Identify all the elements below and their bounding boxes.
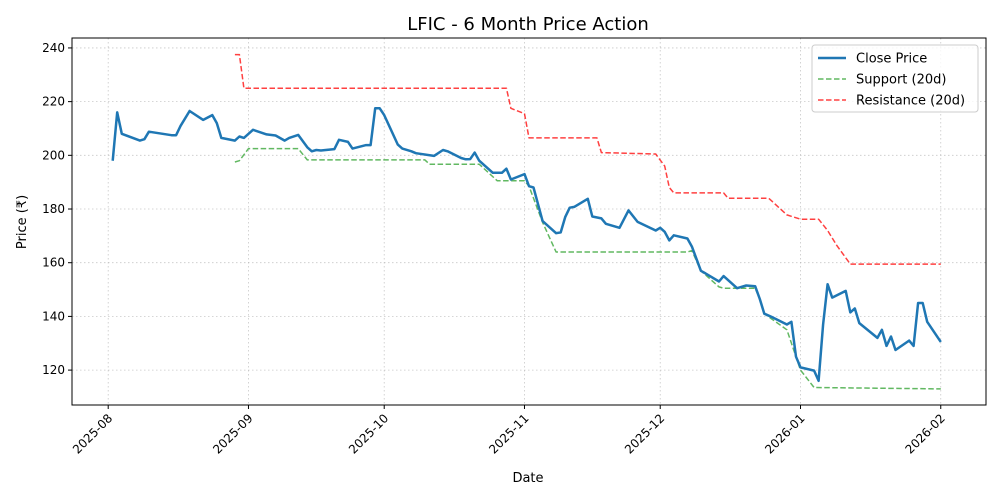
x-tick-label: 2025-08 — [70, 411, 115, 456]
series-line-close-price — [111, 107, 942, 383]
x-tick-label: 2025-11 — [486, 411, 531, 456]
legend-label: Support (20d) — [856, 73, 946, 88]
y-tick-label: 160 — [42, 256, 65, 270]
x-tick-label: 2025-10 — [346, 411, 391, 456]
y-tick-label: 180 — [42, 202, 65, 216]
x-tick-label: 2025-12 — [622, 411, 667, 456]
y-tick-label: 220 — [42, 95, 65, 109]
x-tick-label: 2026-02 — [903, 411, 948, 456]
legend-label: Close Price — [856, 52, 927, 67]
x-tick-label: 2026-01 — [762, 411, 807, 456]
y-axis: 120 140 160 180 200 220 240 — [42, 41, 72, 377]
x-axis-label: Date — [512, 471, 543, 486]
y-tick-label: 120 — [42, 363, 65, 377]
x-tick-label: 2025-09 — [210, 411, 255, 456]
legend-box — [811, 44, 979, 113]
series-line-support-20d — [234, 147, 941, 390]
series-line-resistance-20d — [234, 53, 941, 265]
plot-frame — [71, 37, 987, 406]
y-tick-label: 140 — [42, 309, 65, 323]
y-axis-label: Price (₹) — [15, 195, 30, 249]
chart-title: LFIC - 6 Month Price Action — [407, 14, 649, 35]
y-tick-label: 240 — [42, 41, 65, 55]
y-tick-label: 200 — [42, 148, 65, 162]
x-axis: 2025-08 2025-09 2025-10 2025-11 2025-12 2026-… — [70, 405, 948, 457]
legend-label: Resistance (20d) — [856, 94, 965, 109]
legend: Close Price Support (20d) Resistance (20d) — [811, 44, 979, 113]
series-lines — [111, 53, 942, 390]
